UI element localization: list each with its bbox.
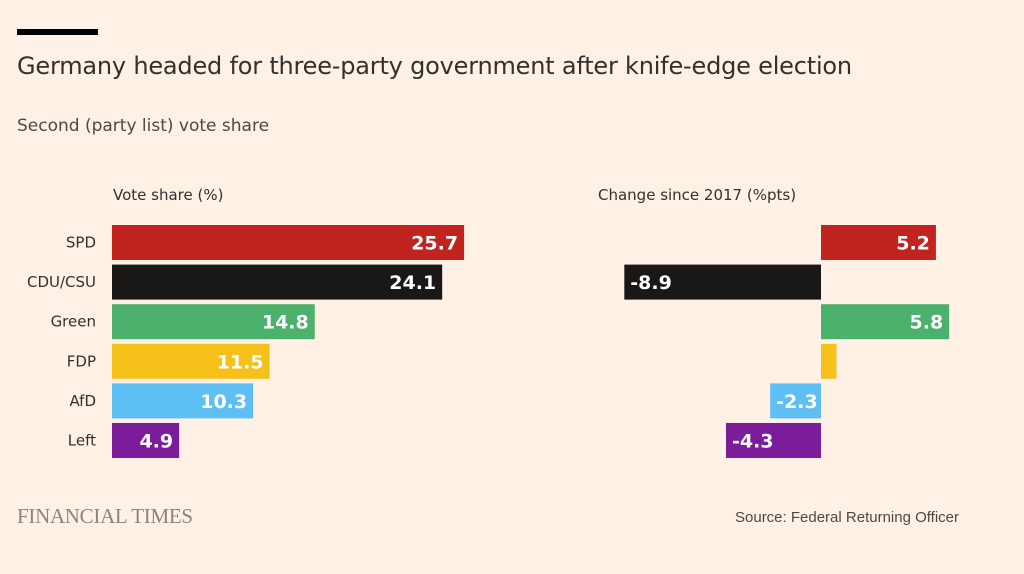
vote-share-value-cdu-csu: 24.1 xyxy=(389,272,436,294)
change-value-green: 5.8 xyxy=(910,312,944,334)
vote-share-bar-afd xyxy=(112,383,254,419)
ft-logo: FINANCIAL TIMES xyxy=(17,504,193,528)
chart-title: Germany headed for three-party governmen… xyxy=(17,52,852,80)
category-label-green: Green xyxy=(51,313,96,331)
vote-share-value-spd: 25.7 xyxy=(411,233,458,255)
change-bar-fdp xyxy=(821,343,837,379)
vote-share-value-left: 4.9 xyxy=(139,431,173,453)
change-bar-cdu-csu xyxy=(624,264,821,300)
vote-share-bar-left xyxy=(112,423,180,458)
category-label-afd: AfD xyxy=(69,392,96,410)
change-value-spd: 5.2 xyxy=(896,233,930,255)
source-note: Source: Federal Returning Officer xyxy=(735,509,959,526)
change-bar-left xyxy=(725,423,821,458)
vote-share-panel-title: Vote share (%) xyxy=(113,186,224,204)
category-label-left: Left xyxy=(68,432,96,450)
change-panel-title: Change since 2017 (%pts) xyxy=(598,186,797,204)
ft-top-rule xyxy=(17,29,98,35)
vote-share-bar-green xyxy=(112,304,315,340)
vote-share-value-fdp: 11.5 xyxy=(217,351,264,373)
category-label-cdu-csu: CDU/CSU xyxy=(27,273,96,291)
vote-share-bar-cdu-csu xyxy=(112,264,443,300)
vote-share-bar-spd xyxy=(112,225,465,260)
vote-share-bar-fdp xyxy=(112,343,270,379)
change-bar-spd xyxy=(821,225,936,260)
change-bar-afd xyxy=(770,383,821,419)
chart-subtitle: Second (party list) vote share xyxy=(17,116,270,136)
change-value-left: -4.3 xyxy=(732,431,774,453)
change-value-cdu-csu: -8.9 xyxy=(630,272,672,294)
change-value-afd: -2.3 xyxy=(776,391,818,413)
change-bar-green xyxy=(821,304,950,340)
category-label-spd: SPD xyxy=(66,234,96,252)
vote-share-value-afd: 10.3 xyxy=(200,391,247,413)
category-label-fdp: FDP xyxy=(67,352,96,370)
vote-share-value-green: 14.8 xyxy=(262,312,309,334)
